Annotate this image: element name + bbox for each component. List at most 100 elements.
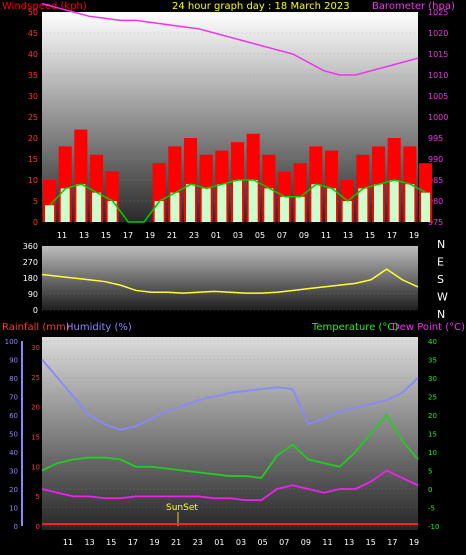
wind-x-tick-label: 17 bbox=[387, 231, 397, 240]
average-wind-bar bbox=[45, 205, 55, 222]
temperature-tick-label: 20 bbox=[428, 412, 437, 420]
temp-x-tick-label: 05 bbox=[258, 538, 268, 547]
direction-line bbox=[41, 268, 419, 294]
wind-tick-label: 15 bbox=[28, 155, 38, 164]
temperature-tick-label: 35 bbox=[428, 357, 437, 365]
direction-tick-label: 270 bbox=[23, 258, 38, 267]
average-wind-bar bbox=[107, 201, 117, 222]
barometer-tick-label: 975 bbox=[428, 218, 443, 227]
wind-tick-label: 10 bbox=[28, 176, 38, 185]
rain-tick-label: 15 bbox=[31, 433, 40, 441]
humidity-line bbox=[41, 358, 419, 431]
temp-x-tick-label: 17 bbox=[128, 538, 138, 547]
wind-tick-label: 35 bbox=[28, 71, 38, 80]
wind-x-tick-label: 21 bbox=[167, 231, 177, 240]
wind-tick-label: 5 bbox=[33, 197, 38, 206]
wind-x-tick-label: 07 bbox=[277, 231, 287, 240]
average-wind-bar bbox=[421, 192, 431, 222]
wind-tick-label: 40 bbox=[28, 50, 38, 59]
barometer-tick-label: 990 bbox=[428, 155, 443, 164]
barometer-tick-label: 985 bbox=[428, 176, 443, 185]
wind-x-tick-label: 13 bbox=[343, 231, 353, 240]
dewpoint-axis-title: Dew Point (°C) bbox=[392, 322, 465, 333]
temp-x-tick-label: 17 bbox=[387, 538, 397, 547]
average-wind-bar bbox=[327, 188, 337, 222]
temp-x-tick-label: 07 bbox=[279, 538, 289, 547]
temperature-tick-label: 10 bbox=[428, 449, 437, 457]
wind-x-tick-label: 23 bbox=[189, 231, 199, 240]
wind-x-tick-label: 15 bbox=[101, 231, 111, 240]
wind-x-tick-label: 09 bbox=[299, 231, 309, 240]
average-wind-bar bbox=[248, 180, 258, 222]
humidity-tick-label: 40 bbox=[9, 449, 18, 457]
temp-x-tick-label: 21 bbox=[171, 538, 181, 547]
temp-x-tick-label: 03 bbox=[236, 538, 246, 547]
temperature-line bbox=[41, 413, 419, 479]
temperature-axis-title: Temperature (°C) bbox=[311, 322, 398, 333]
humidity-tick-label: 10 bbox=[9, 505, 18, 513]
temperature-tick-label: 30 bbox=[428, 375, 437, 383]
temperature-tick-label: -5 bbox=[428, 505, 435, 513]
average-wind-bar bbox=[92, 192, 102, 222]
rain-tick-label: 0 bbox=[36, 523, 40, 531]
temperature-tick-label: 40 bbox=[428, 338, 437, 346]
average-wind-bar bbox=[233, 180, 243, 222]
humidity-tick-label: 0 bbox=[14, 523, 18, 531]
wind-x-tick-label: 11 bbox=[321, 231, 331, 240]
direction-tick-label: 0 bbox=[33, 306, 38, 315]
barometer-tick-label: 1015 bbox=[428, 50, 448, 59]
temp-x-tick-label: 09 bbox=[301, 538, 311, 547]
temp-x-tick-label: 19 bbox=[149, 538, 159, 547]
average-wind-bar bbox=[186, 184, 196, 222]
humidity-tick-label: 70 bbox=[9, 394, 18, 402]
temp-x-tick-label: 13 bbox=[344, 538, 354, 547]
rain-tick-label: 5 bbox=[36, 493, 40, 501]
rainfall-axis-title: Rainfall (mm) bbox=[2, 322, 70, 333]
average-wind-bar bbox=[280, 196, 290, 222]
barometer-tick-label: 1010 bbox=[428, 71, 448, 80]
wind-x-tick-label: 05 bbox=[255, 231, 265, 240]
direction-tick-label: 90 bbox=[28, 290, 38, 299]
direction-tick-label: 360 bbox=[23, 242, 38, 251]
wind-axis-title: Windspeed (kph) bbox=[2, 1, 87, 12]
average-wind-bar bbox=[201, 188, 211, 222]
temp-x-tick-label: 19 bbox=[409, 538, 419, 547]
barometer-tick-label: 995 bbox=[428, 134, 443, 143]
humidity-tick-label: 80 bbox=[9, 375, 18, 383]
compass-label: N bbox=[437, 238, 445, 251]
average-wind-line bbox=[49, 179, 427, 223]
compass-label: E bbox=[437, 256, 444, 269]
humidity-tick-label: 20 bbox=[9, 486, 18, 494]
humidity-tick-label: 30 bbox=[9, 468, 18, 476]
average-wind-bar bbox=[311, 184, 321, 222]
temperature-tick-label: 5 bbox=[428, 468, 432, 476]
average-wind-bar bbox=[76, 184, 86, 222]
average-wind-bar bbox=[374, 184, 384, 222]
wind-x-tick-label: 03 bbox=[233, 231, 243, 240]
wind-tick-label: 50 bbox=[28, 8, 38, 17]
average-wind-bar bbox=[60, 188, 70, 222]
average-wind-bar bbox=[389, 180, 399, 222]
temp-x-tick-label: 11 bbox=[322, 538, 332, 547]
average-wind-bar bbox=[154, 201, 164, 222]
humidity-tick-label: 90 bbox=[9, 357, 18, 365]
wind-tick-label: 30 bbox=[28, 92, 38, 101]
rain-tick-label: 20 bbox=[31, 404, 40, 412]
wind-x-tick-label: 19 bbox=[145, 231, 155, 240]
rain-tick-label: 30 bbox=[31, 344, 40, 352]
average-wind-bar bbox=[170, 192, 180, 222]
wind-x-tick-label: 17 bbox=[123, 231, 133, 240]
sunset-label: SunSet bbox=[166, 503, 198, 513]
wind-x-tick-label: 13 bbox=[79, 231, 89, 240]
humidity-tick-label: 100 bbox=[5, 338, 18, 346]
wind-tick-label: 20 bbox=[28, 134, 38, 143]
average-wind-bar bbox=[358, 188, 368, 222]
wind-x-tick-label: 11 bbox=[57, 231, 67, 240]
humidity-tick-label: 50 bbox=[9, 431, 18, 439]
humidity-tick-label: 60 bbox=[9, 412, 18, 420]
average-wind-bar bbox=[295, 196, 305, 222]
temp-x-tick-label: 11 bbox=[63, 538, 73, 547]
barometer-line bbox=[41, 2, 419, 76]
